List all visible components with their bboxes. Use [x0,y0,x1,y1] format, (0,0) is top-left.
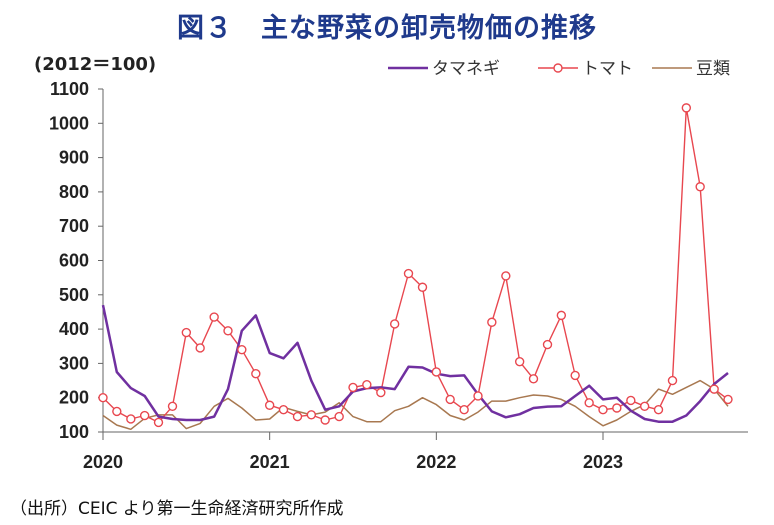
x-tick-label: 2023 [583,452,623,472]
x-tick-label: 2020 [83,452,123,472]
source-note: （出所）CEIC より第一生命経済研究所作成 [10,499,344,519]
series-markers [98,103,733,428]
tomato-data-point [112,406,122,417]
tomato-data-point [445,394,455,405]
y-tick-label: 700 [59,216,89,236]
tomato-data-point [542,339,553,350]
y-tick-label: 300 [59,353,89,373]
tomato-data-point [292,411,303,422]
y-tick-label: 1000 [49,113,89,133]
chart-title: 図３ 主な野菜の卸売物価の推移 [177,13,597,44]
tomato-data-point [389,319,400,329]
y-unit-label: (2012＝100) [34,54,157,75]
series-line-1 [102,107,729,424]
tomato-data-point [612,403,622,413]
y-tick-label: 800 [59,182,89,202]
tomato-data-point [153,417,164,428]
tomato-data-point [348,382,358,393]
tomato-data-point [723,394,733,405]
tomato-data-point [584,398,594,408]
tomato-data-point [667,375,678,386]
tomato-data-point [695,182,705,192]
tomato-data-point [209,312,219,322]
legend: タマネギ トマト 豆類 [388,59,730,79]
tomato-data-point [126,414,136,424]
y-tick-label: 900 [59,148,89,168]
y-tick-label: 500 [59,285,89,305]
tomato-data-point [320,415,330,425]
tomato-data-point [264,400,275,410]
legend-marker [553,63,563,73]
legend-label-1: トマト [582,59,633,79]
tomato-data-point [98,393,108,403]
tomato-data-point [334,411,344,422]
tomato-data-point [181,327,192,338]
tomato-data-point [376,387,386,398]
tomato-data-point [278,405,289,415]
tomato-data-point [417,282,428,292]
y-tick-label: 600 [59,251,89,271]
tomato-data-point [431,367,442,377]
y-tick-label: 200 [59,388,89,408]
y-tick-label: 100 [59,422,89,442]
tomato-data-point [598,405,608,415]
y-tick-label: 400 [59,319,89,339]
series-lines [101,107,729,431]
legend-label-0: タマネギ [432,59,500,79]
tomato-data-point [403,268,414,279]
tomato-data-point [528,374,539,384]
x-tick-label: 2021 [250,452,290,472]
tomato-data-point [223,326,233,336]
tomato-data-point [639,401,650,411]
tomato-data-point [653,405,664,415]
tomato-data-point [251,368,261,379]
series-line-2 [102,379,729,431]
tomato-data-point [459,405,469,415]
tomato-data-point [167,401,178,411]
tomato-data-point [501,271,511,281]
series-line-0 [101,304,729,423]
tomato-data-point [626,395,636,406]
tomato-data-point [487,317,497,327]
tomato-data-point [237,344,247,355]
y-tick-label: 1100 [50,79,89,99]
tomato-data-point [306,410,317,420]
tomato-data-point [139,410,150,421]
tomato-data-point [709,384,719,394]
x-tick-label: 2022 [416,452,456,472]
tomato-data-point [473,391,483,401]
tomato-data-point [514,356,525,367]
tomato-data-point [362,379,372,390]
tomato-data-point [681,103,692,113]
legend-label-2: 豆類 [696,59,730,79]
tomato-data-point [570,370,580,381]
tomato-data-point [556,310,567,321]
axes: 100 200 300 400 500 600 700 800 900 1000 1100 2020 2… [49,79,748,472]
tomato-data-point [195,343,205,353]
